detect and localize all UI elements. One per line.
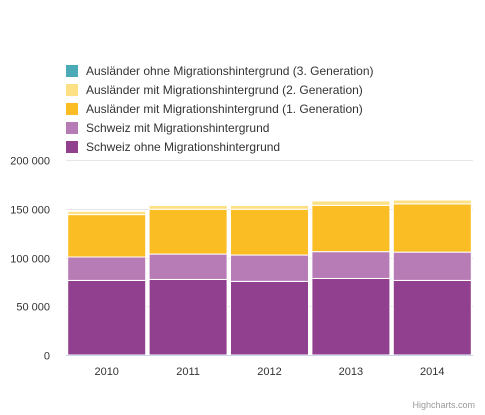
bar-segment-2012-s3[interactable] xyxy=(230,204,309,210)
bar-segment-2013-s3[interactable] xyxy=(311,200,391,206)
y-tick-label: 0 xyxy=(44,351,50,363)
y-tick-label: 150 000 xyxy=(10,205,50,217)
bar-segment-2014-s2[interactable] xyxy=(392,203,472,253)
legend-swatch xyxy=(66,140,78,153)
x-tick-label: 2013 xyxy=(339,366,363,378)
legend-item[interactable]: Ausländer mit Migrationshintergrund (2. … xyxy=(66,80,374,99)
legend-label: Schweiz mit Migrationshintergrund xyxy=(86,120,270,135)
bar-segment-2011-s1[interactable] xyxy=(148,253,228,280)
legend-item[interactable]: Ausländer mit Migrationshintergrund (1. … xyxy=(66,99,374,118)
bar-segment-2011-s3[interactable] xyxy=(148,204,228,210)
legend-swatch xyxy=(66,83,78,96)
legend-swatch xyxy=(66,64,78,77)
legend-swatch xyxy=(66,121,78,134)
bar-segment-2011-s0[interactable] xyxy=(148,278,228,356)
bar-stacks xyxy=(67,199,472,356)
x-axis: 2010 2011 2012 2013 2014 xyxy=(66,355,473,378)
bar-segment-2010-s0[interactable] xyxy=(67,279,147,356)
legend-label: Ausländer mit Migrationshintergrund (1. … xyxy=(86,101,363,116)
legend-item[interactable]: Ausländer ohne Migrationshintergrund (3.… xyxy=(66,61,374,80)
x-tick-label: 2011 xyxy=(176,366,200,378)
bar-segment-2014-s1[interactable] xyxy=(392,251,472,281)
credits-link[interactable]: Highcharts.com xyxy=(412,400,475,410)
bar-segment-2010-s2[interactable] xyxy=(67,214,147,258)
legend-item[interactable]: Schweiz mit Migrationshintergrund xyxy=(66,118,374,137)
legend-label: Ausländer ohne Migrationshintergrund (3.… xyxy=(86,63,374,78)
bar-segment-2010-s3[interactable] xyxy=(67,210,147,216)
x-tick-label: 2014 xyxy=(420,366,444,378)
bar-segment-2014-s0[interactable] xyxy=(392,279,472,356)
bar-segment-2013-s2[interactable] xyxy=(311,204,391,253)
bar-segment-2011-s2[interactable] xyxy=(148,208,228,255)
legend-label: Schweiz ohne Migrationshintergrund xyxy=(86,139,281,154)
y-axis: 0 50 000 100 000 150 000 200 000 xyxy=(10,156,50,363)
bar-segment-2012-s1[interactable] xyxy=(230,254,309,282)
y-tick-label: 50 000 xyxy=(16,302,50,314)
bar-segment-2014-s3[interactable] xyxy=(392,199,472,205)
y-tick-label: 200 000 xyxy=(10,156,50,168)
bar-segment-2012-s0[interactable] xyxy=(230,280,309,356)
legend-item[interactable]: Schweiz ohne Migrationshintergrund xyxy=(66,137,374,156)
legend-label: Ausländer mit Migrationshintergrund (2. … xyxy=(86,82,363,97)
bar-segment-2012-s2[interactable] xyxy=(230,208,309,256)
bar-segment-2013-s1[interactable] xyxy=(311,251,391,279)
y-tick-label: 100 000 xyxy=(10,254,50,266)
chart-legend: Ausländer ohne Migrationshintergrund (3.… xyxy=(66,61,374,156)
legend-swatch xyxy=(66,102,78,115)
x-tick-label: 2012 xyxy=(257,366,281,378)
x-tick-label: 2010 xyxy=(94,366,118,378)
bar-segment-2013-s0[interactable] xyxy=(311,277,391,356)
bar-segment-2010-s1[interactable] xyxy=(67,256,147,281)
